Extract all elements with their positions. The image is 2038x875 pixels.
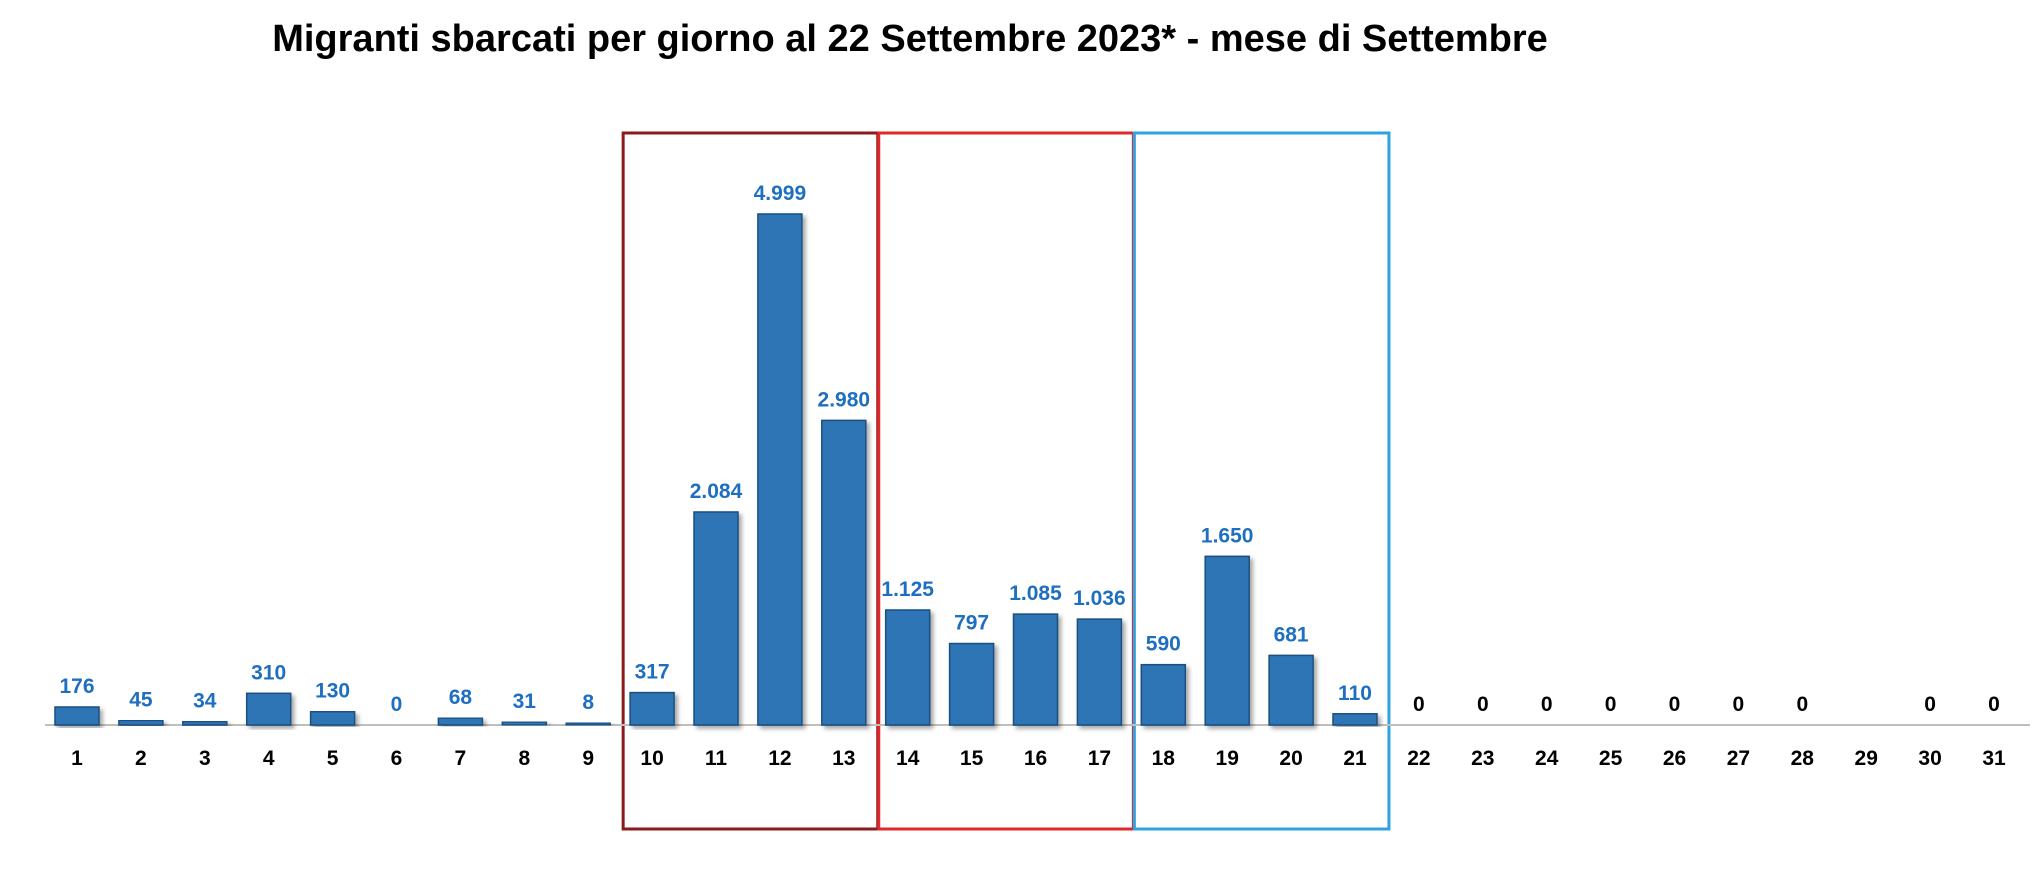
bar-day-8 <box>501 721 548 726</box>
x-tick-label-9: 9 <box>582 747 594 770</box>
x-tick-label-21: 21 <box>1343 747 1367 770</box>
data-label-day-25: 0 <box>1605 693 1617 716</box>
bar-day-16 <box>1012 613 1059 726</box>
bar-day-21 <box>1332 713 1378 726</box>
x-tick-label-26: 26 <box>1663 747 1686 770</box>
data-label-day-20: 681 <box>1274 623 1309 646</box>
bar-day-17 <box>1076 618 1123 726</box>
data-label-day-10: 317 <box>635 661 670 684</box>
bar-day-9 <box>565 722 611 726</box>
data-label-day-26: 0 <box>1669 693 1681 716</box>
x-tick-label-10: 10 <box>640 747 663 770</box>
x-tick-label-29: 29 <box>1855 747 1878 770</box>
chart-title: Migranti sbarcati per giorno al 22 Sette… <box>272 18 1548 60</box>
x-tick-label-22: 22 <box>1407 747 1430 770</box>
data-label-day-8: 31 <box>513 690 537 713</box>
data-label-day-28: 0 <box>1796 693 1808 716</box>
x-tick-label-16: 16 <box>1024 747 1047 770</box>
data-label-day-30: 0 <box>1924 693 1936 716</box>
data-label-day-27: 0 <box>1733 693 1745 716</box>
x-tick-label-7: 7 <box>455 747 467 770</box>
x-tick-label-8: 8 <box>518 747 530 770</box>
data-label-day-3: 34 <box>193 690 217 713</box>
bar-day-13 <box>821 419 867 726</box>
x-tick-label-12: 12 <box>768 747 791 770</box>
data-label-day-14: 1.125 <box>881 578 934 601</box>
data-label-day-13: 2.980 <box>818 388 871 411</box>
bar-day-10 <box>629 691 675 726</box>
data-label-day-23: 0 <box>1477 693 1489 716</box>
data-label-day-18: 590 <box>1146 633 1181 656</box>
data-label-day-31: 0 <box>1988 693 2000 716</box>
x-tick-label-23: 23 <box>1471 747 1494 770</box>
bar-day-1 <box>54 706 100 726</box>
x-tick-label-17: 17 <box>1088 747 1111 770</box>
x-tick-label-18: 18 <box>1152 747 1176 770</box>
x-tick-label-13: 13 <box>832 747 855 770</box>
data-label-day-5: 130 <box>315 680 350 703</box>
highlight-box-3 <box>1132 131 1391 831</box>
bar-day-2 <box>118 719 164 726</box>
x-tick-label-20: 20 <box>1279 747 1302 770</box>
bar-day-19 <box>1204 555 1250 726</box>
x-tick-label-31: 31 <box>1982 747 2006 770</box>
bar-day-4 <box>245 692 292 726</box>
x-tick-label-24: 24 <box>1535 747 1559 770</box>
data-label-day-2: 45 <box>129 688 153 711</box>
data-label-day-24: 0 <box>1541 693 1553 716</box>
bar-day-12 <box>757 213 803 726</box>
x-tick-label-5: 5 <box>327 747 339 770</box>
x-tick-label-14: 14 <box>896 747 920 770</box>
x-tick-label-27: 27 <box>1727 747 1750 770</box>
data-label-day-11: 2.084 <box>690 480 743 503</box>
x-tick-label-4: 4 <box>263 747 275 770</box>
x-tick-label-1: 1 <box>71 747 83 770</box>
x-tick-label-3: 3 <box>199 747 211 770</box>
bar-day-14 <box>884 609 931 726</box>
bar-day-11 <box>693 511 739 726</box>
data-label-day-22: 0 <box>1413 693 1425 716</box>
data-label-day-6: 0 <box>391 693 403 716</box>
x-tick-label-2: 2 <box>135 747 147 770</box>
x-tick-label-11: 11 <box>705 747 728 770</box>
data-label-day-7: 68 <box>449 686 473 709</box>
data-label-day-21: 110 <box>1338 682 1372 705</box>
data-label-day-4: 310 <box>251 661 286 684</box>
data-label-day-12: 4.999 <box>754 182 807 205</box>
x-tick-label-6: 6 <box>391 747 403 770</box>
data-label-day-17: 1.036 <box>1073 587 1126 610</box>
bar-day-7 <box>437 717 484 726</box>
bar-day-15 <box>948 642 995 726</box>
x-tick-label-19: 19 <box>1216 747 1239 770</box>
data-label-day-15: 797 <box>954 612 989 635</box>
x-tick-label-15: 15 <box>960 747 984 770</box>
data-label-day-19: 1.650 <box>1201 524 1254 547</box>
bar-day-3 <box>182 720 228 726</box>
x-tick-label-30: 30 <box>1918 747 1941 770</box>
x-tick-label-28: 28 <box>1791 747 1815 770</box>
bar-day-18 <box>1140 663 1187 726</box>
data-label-day-1: 176 <box>59 675 94 698</box>
x-tick-label-25: 25 <box>1599 747 1623 770</box>
data-label-day-16: 1.085 <box>1009 582 1062 605</box>
bar-day-20 <box>1268 654 1314 726</box>
bar-day-5 <box>309 710 356 726</box>
data-label-day-9: 8 <box>582 691 594 714</box>
